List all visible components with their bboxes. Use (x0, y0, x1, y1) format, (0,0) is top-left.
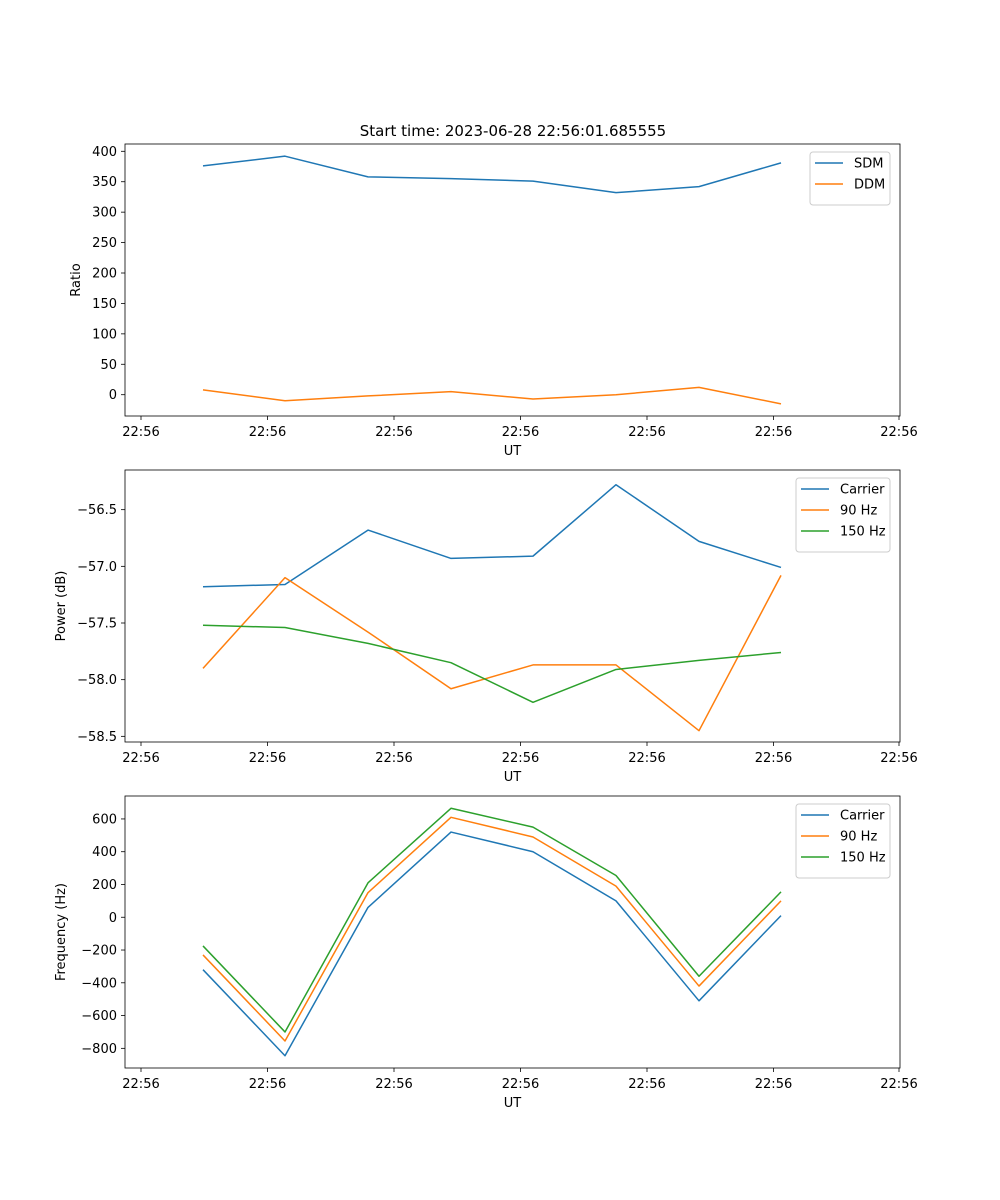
x-tick-label: 22:56 (375, 425, 412, 440)
y-tick-label: −400 (81, 976, 117, 991)
legend: Carrier 90 Hz 150 Hz (795, 477, 891, 553)
x-tick-label: 22:56 (249, 751, 286, 766)
x-axis-label: UT (504, 1096, 522, 1111)
legend: SDM DDM (809, 151, 891, 206)
legend-label: 90 Hz (840, 504, 877, 519)
legend-label: DDM (854, 178, 885, 193)
y-tick-label: 300 (92, 206, 117, 221)
y-tick-label: 350 (92, 175, 117, 190)
y-tick-label: 50 (100, 358, 117, 373)
x-tick-label: 22:56 (880, 1077, 917, 1092)
legend-box (795, 803, 891, 879)
y-tick-label: 600 (92, 812, 117, 827)
x-tick-label: 22:56 (755, 425, 792, 440)
legend-label: 90 Hz (840, 830, 877, 845)
x-tick-label: 22:56 (122, 1077, 159, 1092)
x-axis-label: UT (504, 444, 522, 459)
y-tick-label: 250 (92, 236, 117, 251)
x-tick-label: 22:56 (880, 751, 917, 766)
series-line-150-hz (202, 624, 782, 704)
chart-panel-1: 22:56 22:56 22:56 22:56 22:56 22:56 22:56 0 50 10… (69, 143, 918, 459)
x-tick-label: 22:56 (122, 425, 159, 440)
x-tick-label: 22:56 (628, 751, 665, 766)
x-tick-label: 22:56 (502, 1077, 539, 1092)
x-tick-label: 22:56 (249, 425, 286, 440)
legend-box (795, 477, 891, 553)
series-line-carrier (202, 831, 782, 1057)
y-tick-label: −56.5 (77, 503, 117, 518)
x-tick-label: 22:56 (122, 751, 159, 766)
legend: Carrier 90 Hz 150 Hz (795, 803, 891, 879)
y-tick-label: −58.5 (77, 730, 117, 745)
legend-label: SDM (854, 157, 883, 172)
x-tick-label: 22:56 (755, 751, 792, 766)
y-tick-label: −58.0 (77, 673, 117, 688)
x-tick-label: 22:56 (755, 1077, 792, 1092)
y-tick-label: 150 (92, 297, 117, 312)
series-line-90-hz (202, 575, 782, 732)
y-tick-label: 0 (109, 388, 117, 403)
x-tick-label: 22:56 (628, 425, 665, 440)
y-tick-label: −200 (81, 944, 117, 959)
legend-label: 150 Hz (840, 525, 886, 540)
x-tick-label: 22:56 (375, 1077, 412, 1092)
x-tick-label: 22:56 (375, 751, 412, 766)
legend-label: Carrier (840, 809, 885, 824)
series-line-90-hz (202, 816, 782, 1042)
axes-frame (124, 143, 901, 417)
y-axis-label: Ratio (69, 263, 84, 296)
chart-panel-2: 22:56 22:56 22:56 22:56 22:56 22:56 22:56 −58.5… (54, 469, 918, 785)
series-line-150-hz (202, 807, 782, 1033)
y-tick-label: −800 (81, 1042, 117, 1057)
y-tick-label: 400 (92, 145, 117, 160)
x-tick-label: 22:56 (502, 751, 539, 766)
axes-frame (124, 469, 901, 743)
axes-frame (124, 795, 901, 1069)
x-tick-label: 22:56 (249, 1077, 286, 1092)
legend-label: Carrier (840, 483, 885, 498)
x-axis-label: UT (504, 770, 522, 785)
y-tick-label: 0 (109, 911, 117, 926)
legend-box (809, 151, 891, 206)
x-tick-label: 22:56 (502, 425, 539, 440)
y-tick-label: −57.5 (77, 617, 117, 632)
y-tick-label: 200 (92, 267, 117, 282)
x-tick-label: 22:56 (880, 425, 917, 440)
y-axis-label: Power (dB) (54, 571, 69, 642)
series-line-carrier (202, 483, 782, 588)
series-line-ddm (202, 386, 782, 405)
series-line-sdm (202, 155, 782, 194)
legend-label: 150 Hz (840, 851, 886, 866)
figure-title: Start time: 2023-06-28 22:56:01.685555 (360, 122, 666, 140)
x-tick-label: 22:56 (628, 1077, 665, 1092)
y-tick-label: −600 (81, 1009, 117, 1024)
charts-container: 22:56 22:56 22:56 22:56 22:56 22:56 22:56 0 50 10… (54, 143, 918, 1111)
y-tick-label: 400 (92, 845, 117, 860)
y-tick-label: 100 (92, 327, 117, 342)
y-tick-label: 200 (92, 878, 117, 893)
y-tick-label: −57.0 (77, 560, 117, 575)
chart-panel-3: 22:56 22:56 22:56 22:56 22:56 22:56 22:56 −800 −… (54, 795, 918, 1111)
y-axis-label: Frequency (Hz) (54, 883, 69, 981)
